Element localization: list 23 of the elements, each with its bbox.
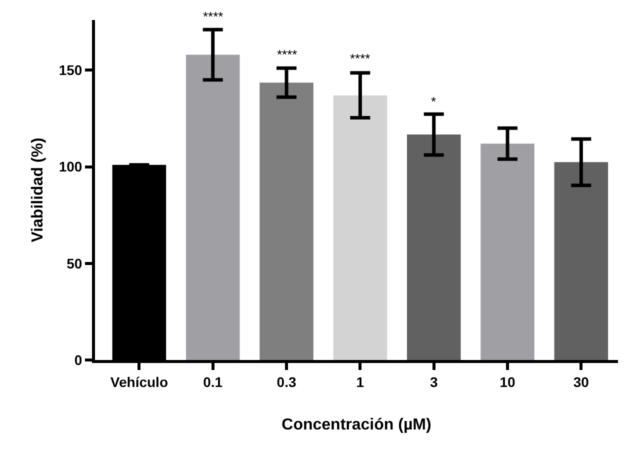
x-tick-label: Vehículo xyxy=(110,374,168,390)
bar xyxy=(333,95,388,360)
y-axis-title: Viabilidad (%) xyxy=(30,138,47,242)
annotation: **** xyxy=(277,47,298,62)
y-tick-label: 150 xyxy=(58,62,82,78)
bar xyxy=(480,144,534,360)
x-tick-label: 10 xyxy=(500,374,516,390)
bar xyxy=(186,54,240,360)
bar xyxy=(260,82,314,360)
bar xyxy=(406,134,461,360)
x-tick-label: 30 xyxy=(573,374,590,390)
x-axis-title: Concentración (µM) xyxy=(282,416,432,434)
y-tick-label: 100 xyxy=(58,158,82,175)
x-tick-label: 0.1 xyxy=(203,374,223,390)
annotation: **** xyxy=(350,51,370,66)
x-tick-label: 3 xyxy=(430,374,438,390)
bar xyxy=(554,162,608,360)
y-tick-label: 50 xyxy=(66,255,82,272)
annotation: * xyxy=(431,94,436,109)
x-tick-label: 0.3 xyxy=(276,374,296,390)
x-tick-label: 1 xyxy=(356,374,364,390)
annotation: **** xyxy=(203,9,224,24)
y-tick-label: 0 xyxy=(74,352,82,368)
